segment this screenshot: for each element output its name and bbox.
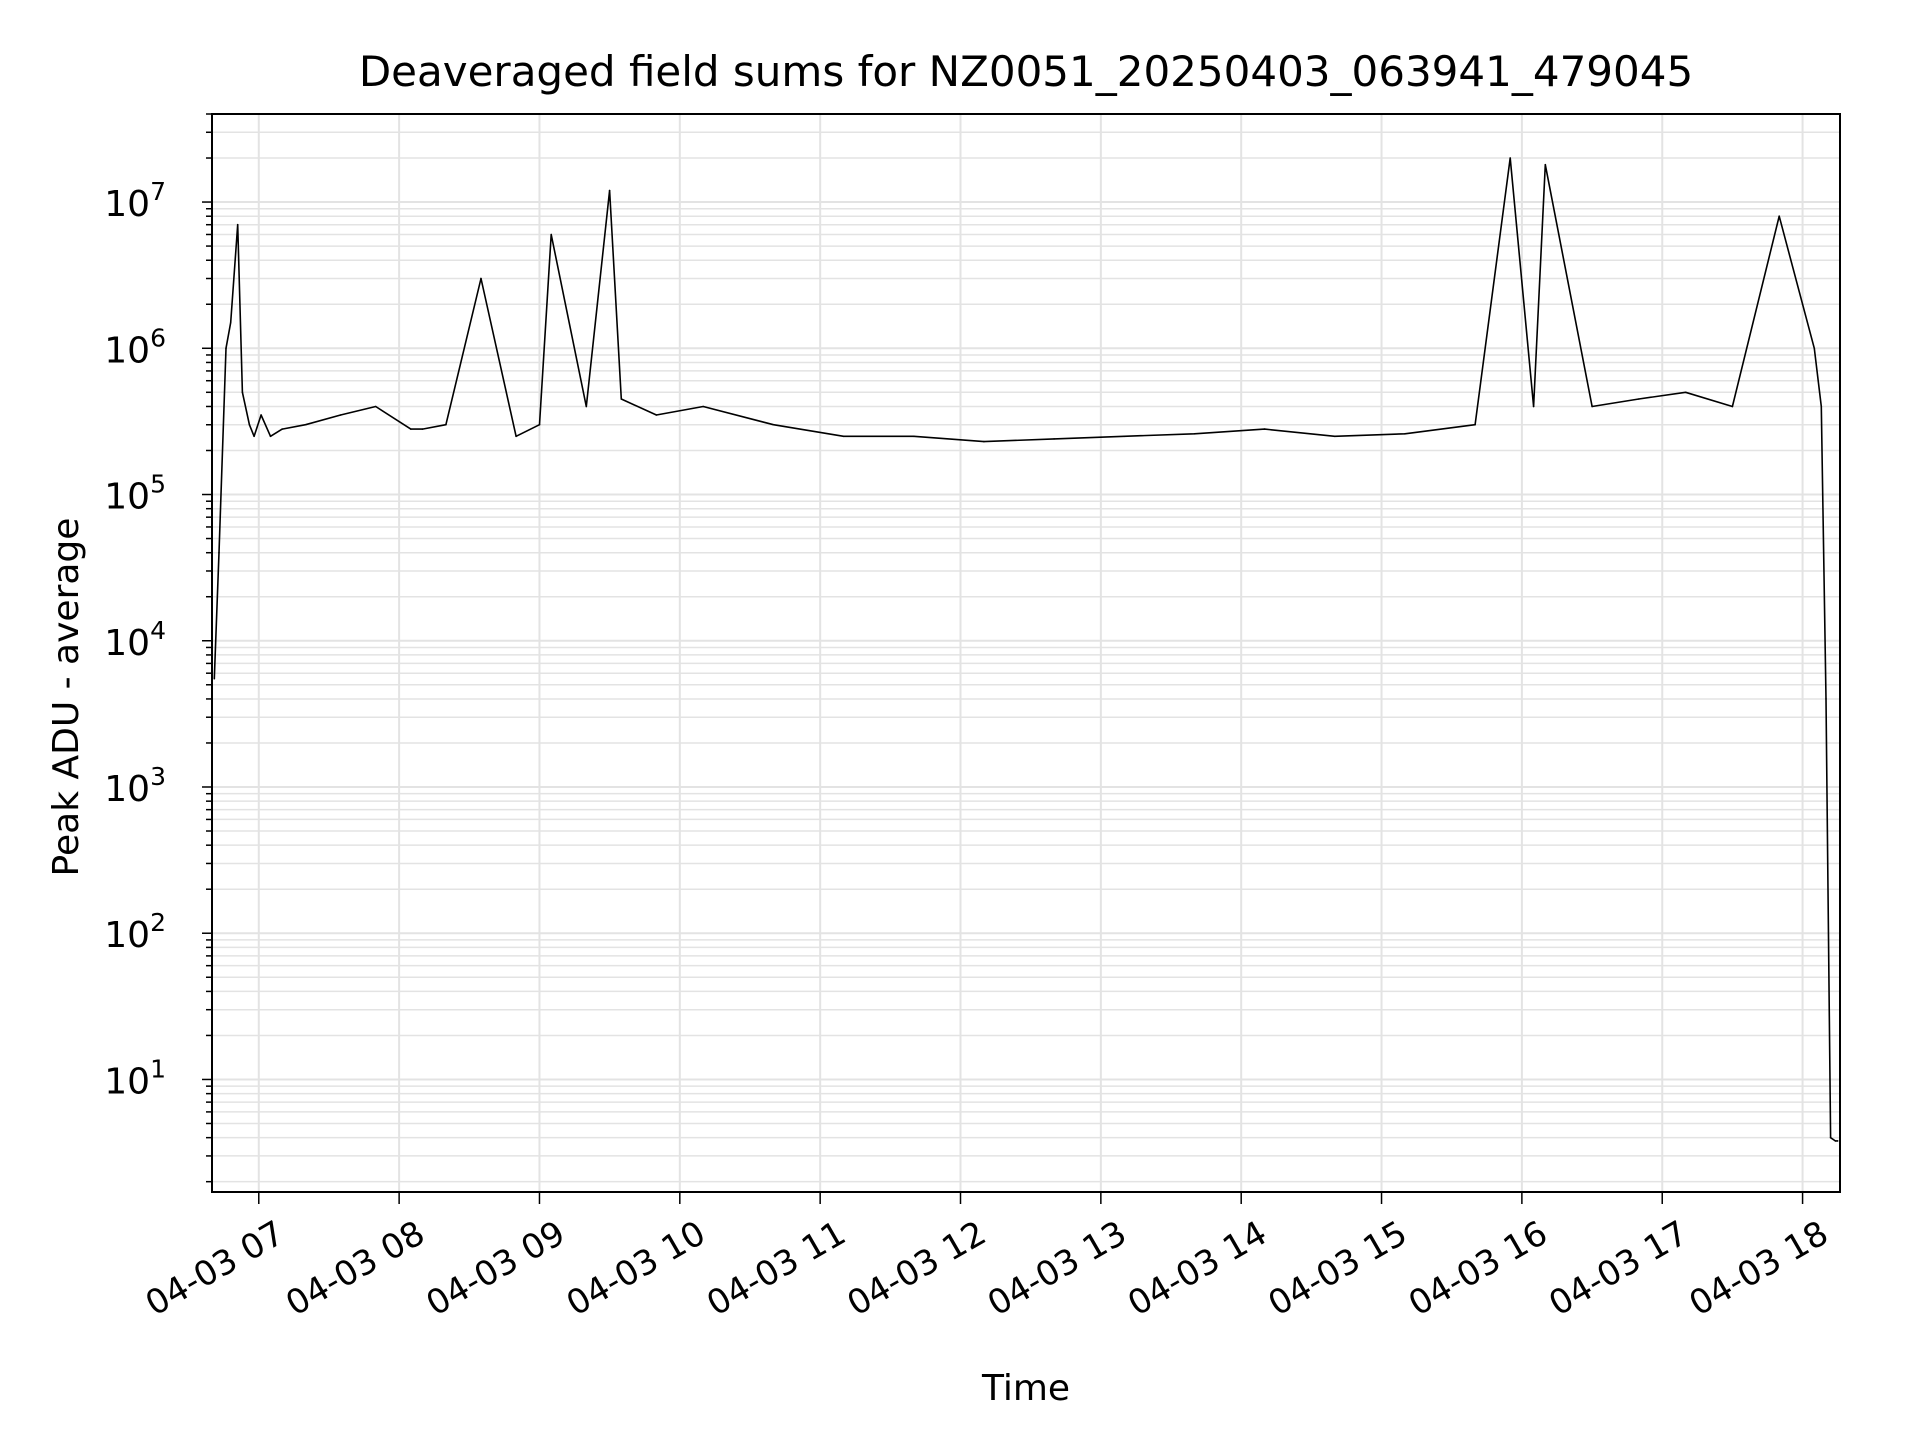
data-point	[229, 321, 232, 324]
data-point	[515, 435, 517, 438]
data-point	[1404, 433, 1406, 435]
data-point	[248, 423, 251, 426]
data-point	[445, 423, 447, 426]
y-tick-label: 102	[104, 908, 166, 956]
data-point	[983, 440, 985, 443]
data-point	[1193, 433, 1196, 435]
data-point	[1053, 438, 1055, 440]
y-tick-label: 104	[104, 616, 166, 664]
y-tick-label: 101	[104, 1054, 166, 1102]
data-point	[1474, 423, 1476, 426]
data-point	[1829, 1136, 1832, 1139]
data-point	[1334, 435, 1336, 438]
data-point	[1544, 163, 1547, 166]
data-point	[1834, 1140, 1837, 1142]
data-point	[1825, 698, 1827, 700]
data-point	[1532, 405, 1535, 408]
data-point	[1836, 1140, 1839, 1142]
data-point	[339, 414, 342, 416]
y-tick-label: 106	[104, 323, 166, 371]
data-point	[304, 423, 307, 426]
data-point	[269, 435, 272, 438]
data-point	[236, 223, 239, 226]
data-point	[241, 391, 244, 394]
series-layer	[213, 157, 1839, 1142]
data-point	[410, 428, 412, 430]
data-point	[842, 435, 845, 438]
data-point	[1638, 398, 1640, 400]
data-point	[550, 233, 552, 236]
y-tick-label: 103	[104, 762, 166, 810]
x-axis-label: Time	[981, 1368, 1070, 1409]
y-tick-label: 105	[104, 470, 166, 518]
data-point	[1684, 391, 1687, 394]
data-point	[374, 405, 377, 408]
data-point	[281, 428, 284, 430]
data-point	[912, 435, 915, 438]
data-point	[1123, 435, 1125, 438]
y-tick-label: 107	[104, 177, 166, 225]
data-point	[585, 405, 588, 408]
data-point	[1731, 405, 1734, 408]
data-point	[253, 435, 255, 438]
data-point	[608, 189, 611, 192]
data-point	[225, 347, 227, 350]
data-point	[1778, 215, 1780, 217]
series-line	[213, 157, 1838, 1142]
data-point	[1509, 157, 1511, 159]
data-point	[772, 423, 775, 426]
plot-frame	[211, 113, 1841, 1193]
chart-title: Deaveraged field sums for NZ0051_2025040…	[359, 47, 1693, 96]
data-point	[480, 277, 482, 280]
data-point	[702, 405, 704, 408]
data-point	[421, 428, 424, 430]
data-point	[620, 398, 623, 400]
y-axis-label: Peak ADU - average	[46, 518, 87, 877]
data-point	[1591, 405, 1593, 408]
data-point	[1801, 303, 1804, 306]
data-point	[655, 414, 658, 416]
data-point	[1813, 347, 1816, 350]
data-point	[538, 423, 541, 426]
data-point	[1263, 428, 1266, 430]
data-point	[213, 677, 216, 680]
grid	[212, 113, 1840, 1192]
data-point	[218, 551, 220, 554]
data-point	[260, 414, 262, 416]
data-point	[1820, 405, 1823, 408]
